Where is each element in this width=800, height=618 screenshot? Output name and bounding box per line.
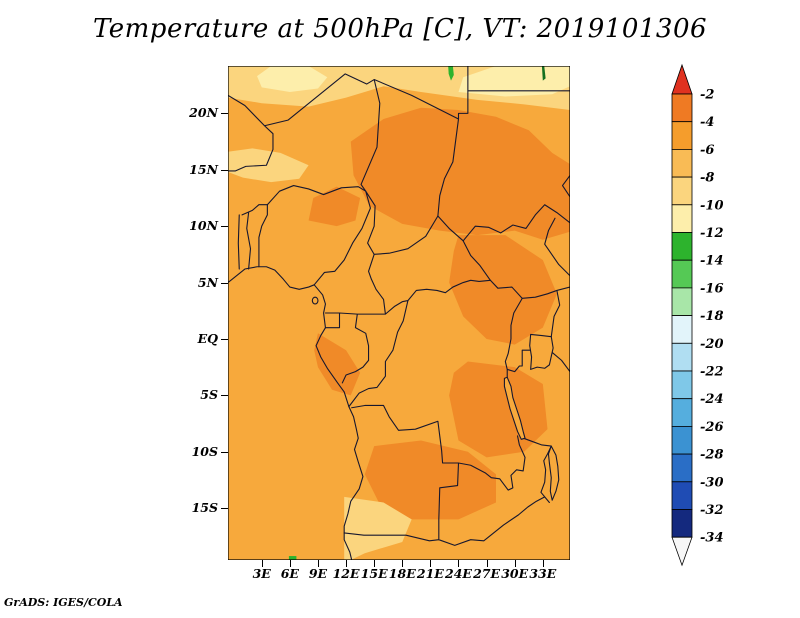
lon-tick-mark — [402, 560, 404, 567]
central-africa-borders — [325, 254, 490, 406]
lon-tick-label: 27E — [473, 566, 501, 581]
colorbar: -2 -4 -6 -8 -10 -12 -14 -16 -18 -20 -22 -24 -26 -28 -3… — [666, 60, 750, 578]
colorbar-label: -16 — [700, 281, 724, 296]
colorbar-band — [671, 398, 693, 427]
colorbar-band — [671, 370, 693, 400]
lon-tick-mark — [514, 560, 516, 567]
lat-tick-mark — [221, 113, 228, 115]
colorbar-label: -14 — [700, 254, 724, 269]
lat-tick-label: 10N — [189, 218, 218, 234]
colorbar-label: -34 — [700, 531, 724, 546]
lat-tick-mark — [221, 508, 228, 510]
lon-tick-mark — [458, 560, 460, 567]
colorbar-label: -10 — [700, 198, 724, 213]
colorbar-band — [671, 93, 693, 123]
colorbar-band — [671, 176, 693, 206]
colorbar-label: -8 — [700, 171, 714, 186]
lon-tick-mark — [430, 560, 432, 567]
lat-tick-mark — [221, 282, 228, 284]
lon-tick-label: 15E — [360, 566, 388, 581]
lon-tick-mark — [346, 560, 348, 567]
colorbar-svg: -2 -4 -6 -8 -10 -12 -14 -16 -18 -20 -22 -24 -26 -28 -3… — [671, 63, 724, 567]
colorbar-label: -24 — [700, 392, 724, 407]
lon-tick-label: 21E — [416, 566, 444, 581]
temperature-map — [228, 66, 570, 560]
sudan-borders — [463, 175, 570, 336]
colorbar-band — [671, 149, 693, 178]
lake-tanganyika — [504, 377, 525, 439]
colorbar-label: -30 — [700, 475, 724, 490]
lat-tick-label: 15S — [191, 500, 218, 516]
colorbar-label: -12 — [700, 226, 724, 241]
sahara-borders — [228, 66, 570, 216]
colorbar-label: -2 — [700, 88, 714, 103]
lat-tick-label: 10S — [191, 443, 218, 459]
lat-tick-mark — [221, 169, 228, 171]
colorbar-above-arrow — [671, 63, 693, 95]
west-africa-borders — [238, 205, 267, 269]
colorbar-band — [671, 287, 693, 316]
chart-title: Temperature at 500hPa [C], VT: 201910130… — [92, 14, 708, 44]
attribution: GrADS: IGES/COLA — [4, 596, 123, 609]
lakes — [312, 297, 558, 500]
coastline — [228, 267, 363, 560]
lon-tick-label: 24E — [445, 566, 472, 581]
colorbar-band — [671, 342, 693, 372]
colorbar-label: -26 — [700, 420, 724, 435]
colorbar-band — [671, 315, 693, 344]
bioko-island — [312, 297, 318, 304]
colorbar-label: -18 — [700, 309, 724, 324]
temperature-shading — [228, 66, 570, 560]
lat-tick-mark — [221, 451, 228, 453]
nigeria-chad-borders — [267, 186, 463, 285]
lon-tick-label: 9E — [308, 566, 328, 581]
lon-tick-label: 3E — [252, 566, 271, 581]
lat-tick-mark — [221, 395, 228, 397]
colorbar-label: -4 — [700, 115, 714, 130]
lake-victoria — [530, 334, 553, 369]
colorbar-band — [671, 232, 693, 261]
lon-tick-mark — [261, 560, 263, 567]
lon-tick-label: 30E — [501, 566, 529, 581]
colorbar-label: -6 — [700, 143, 714, 158]
lat-tick-label: EQ — [197, 330, 218, 346]
lon-tick-mark — [317, 560, 319, 567]
colorbar-band — [671, 509, 693, 538]
colorbar-band — [671, 121, 693, 150]
lon-tick-mark — [542, 560, 544, 567]
colorbar-band — [671, 425, 693, 455]
colorbar-label: -32 — [700, 503, 724, 518]
colorbar-label: -28 — [700, 448, 724, 463]
lat-tick-mark — [221, 338, 228, 340]
lat-tick-label: 5S — [200, 387, 218, 403]
colorbar-label: -20 — [700, 337, 724, 352]
lon-tick-mark — [374, 560, 376, 567]
lat-tick-label: 20N — [189, 105, 218, 121]
lat-tick-mark — [221, 226, 228, 228]
colorbar-below-arrow — [671, 536, 693, 567]
lon-tick-label: 18E — [388, 566, 416, 581]
colorbar-label: -22 — [700, 365, 724, 380]
lat-tick-label: 5N — [197, 274, 218, 290]
lon-tick-mark — [486, 560, 488, 567]
lake-malawi — [548, 446, 558, 500]
southern-africa-borders — [344, 405, 551, 545]
colorbar-band — [671, 259, 693, 289]
colorbar-band — [671, 481, 693, 510]
lon-tick-label: 33E — [529, 566, 557, 581]
lon-tick-label: 12E — [332, 566, 360, 581]
lon-tick-label: 6E — [280, 566, 299, 581]
lat-tick-label: 15N — [189, 161, 218, 177]
lon-tick-mark — [289, 560, 291, 567]
colorbar-band — [671, 204, 693, 233]
colorbar-band — [671, 453, 693, 483]
